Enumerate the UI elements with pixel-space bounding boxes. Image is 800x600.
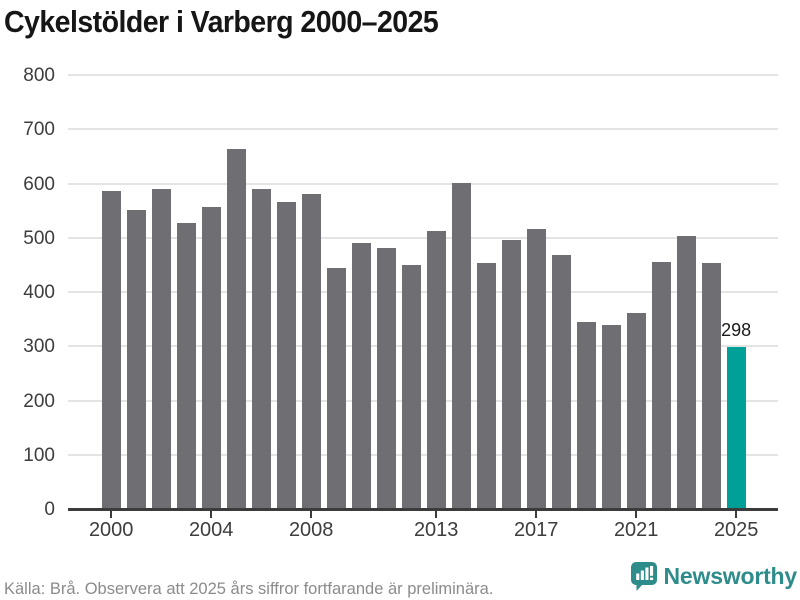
x-axis-tick	[435, 510, 438, 518]
gridline	[68, 291, 778, 293]
x-axis-tick-label: 2021	[613, 519, 659, 541]
bar-2008	[301, 193, 321, 509]
x-axis-tick-label: 2008	[288, 519, 334, 541]
footer: Källa: Brå. Observera att 2025 års siffr…	[0, 556, 800, 600]
x-axis-tick-label: 2025	[713, 519, 759, 541]
plot-area: 0 100 200 300 400 500 600 700 800 298 2000 2004 2008…	[23, 65, 778, 541]
bar-2001	[126, 209, 146, 509]
y-axis-tick-label: 800	[23, 65, 55, 86]
bar-2004	[201, 207, 221, 509]
bar-2010	[351, 243, 371, 509]
x-axis-tick	[110, 510, 113, 518]
x-axis-line	[68, 508, 778, 511]
bar-2025	[726, 347, 746, 509]
source-note: Källa: Brå. Observera att 2025 års siffr…	[4, 580, 494, 598]
bar-2005	[226, 148, 246, 509]
x-axis-tick	[310, 510, 313, 518]
bar-2020	[601, 325, 621, 509]
brand-wordmark: Newsworthy	[663, 563, 798, 589]
bar-2022	[651, 261, 671, 509]
bar-2012	[401, 265, 421, 509]
bar-2024	[701, 262, 721, 509]
y-axis-tick-label: 300	[23, 336, 55, 358]
x-axis-tick	[535, 510, 538, 518]
gridline	[68, 453, 778, 456]
bar-2009	[326, 267, 346, 509]
bar-2018	[551, 254, 571, 509]
x-axis-tick-label: 2004	[188, 519, 234, 541]
bar-2000	[101, 190, 121, 509]
gridline	[68, 74, 778, 76]
bar-2016	[501, 240, 521, 509]
x-axis-tick	[635, 510, 638, 518]
bar-2017	[526, 229, 546, 509]
gridline	[68, 128, 778, 131]
newsworthy-bubble-chart-icon	[630, 562, 657, 591]
bar-value-label: 298	[721, 320, 752, 341]
y-axis-tick-label: 0	[44, 499, 55, 520]
newsworthy-logo[interactable]: Newsworthy	[630, 562, 798, 591]
bar-2014	[451, 182, 471, 509]
chart-title: Cykelstölder i Varberg 2000–2025	[4, 4, 439, 39]
x-axis-tick-label: 2017	[513, 519, 559, 541]
x-axis-tick-label: 2013	[413, 519, 459, 541]
bar-2003	[176, 223, 196, 509]
y-axis-tick-label: 100	[23, 444, 55, 466]
bar-2007	[276, 201, 296, 509]
bar-2011	[376, 247, 396, 509]
bar-2006	[251, 188, 271, 509]
bar-2019	[576, 322, 596, 509]
bar-2002	[151, 188, 171, 509]
y-axis-tick-label: 600	[23, 173, 55, 195]
gridline	[68, 345, 778, 348]
bar-2023	[676, 235, 696, 509]
gridline	[68, 182, 778, 185]
y-axis-tick-label: 700	[23, 119, 55, 141]
y-axis-tick-label: 200	[23, 390, 55, 412]
bar-2015	[476, 262, 496, 509]
x-axis-tick	[735, 510, 738, 518]
gridline	[68, 236, 778, 239]
bar-2013	[426, 230, 446, 509]
y-axis-tick-label: 400	[23, 282, 55, 303]
gridline	[68, 399, 778, 402]
bar-2021	[626, 313, 646, 509]
y-axis-tick-label: 500	[23, 227, 55, 249]
x-axis-tick	[210, 510, 213, 518]
x-axis-tick-label: 2000	[88, 519, 134, 541]
